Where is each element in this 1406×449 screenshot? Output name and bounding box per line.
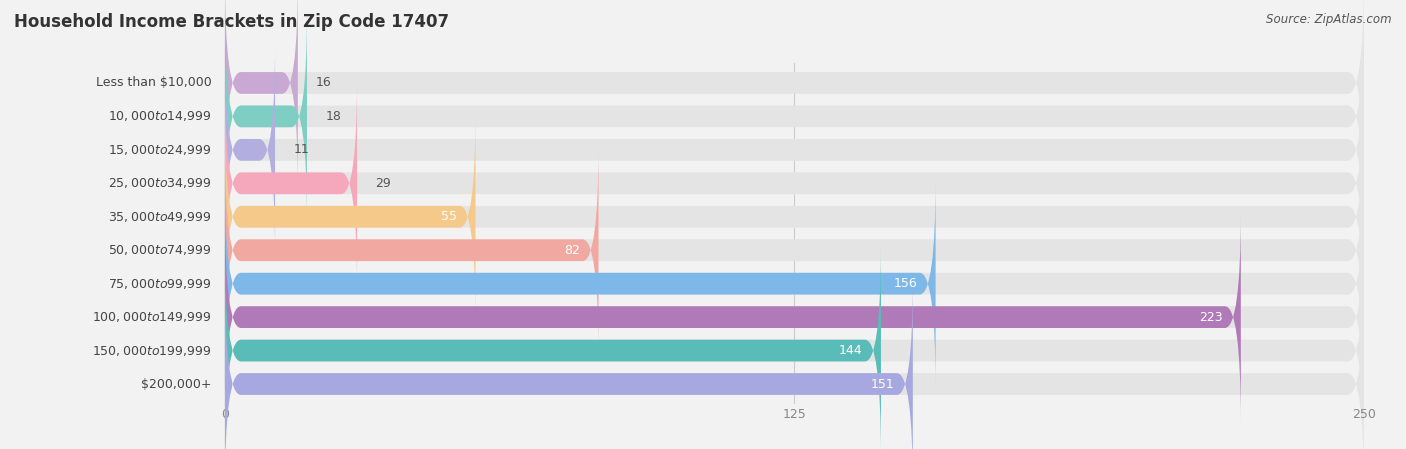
FancyBboxPatch shape bbox=[225, 10, 307, 223]
FancyBboxPatch shape bbox=[225, 177, 1364, 390]
FancyBboxPatch shape bbox=[225, 77, 1364, 290]
Text: 55: 55 bbox=[441, 210, 457, 223]
Text: 144: 144 bbox=[839, 344, 863, 357]
Text: 223: 223 bbox=[1199, 311, 1223, 324]
FancyBboxPatch shape bbox=[225, 110, 1364, 323]
FancyBboxPatch shape bbox=[225, 110, 475, 323]
FancyBboxPatch shape bbox=[225, 278, 912, 449]
FancyBboxPatch shape bbox=[225, 211, 1241, 423]
Text: 16: 16 bbox=[316, 76, 332, 89]
Text: 82: 82 bbox=[564, 244, 581, 257]
Text: Less than $10,000: Less than $10,000 bbox=[96, 76, 211, 89]
Text: 11: 11 bbox=[294, 143, 309, 156]
Text: $50,000 to $74,999: $50,000 to $74,999 bbox=[108, 243, 211, 257]
FancyBboxPatch shape bbox=[225, 44, 276, 256]
FancyBboxPatch shape bbox=[225, 244, 882, 449]
Text: 29: 29 bbox=[375, 177, 391, 190]
FancyBboxPatch shape bbox=[225, 144, 599, 357]
FancyBboxPatch shape bbox=[225, 211, 1364, 423]
Text: $100,000 to $149,999: $100,000 to $149,999 bbox=[91, 310, 211, 324]
Text: $75,000 to $99,999: $75,000 to $99,999 bbox=[108, 277, 211, 291]
Text: $10,000 to $14,999: $10,000 to $14,999 bbox=[108, 110, 211, 123]
FancyBboxPatch shape bbox=[225, 244, 1364, 449]
Text: 18: 18 bbox=[325, 110, 342, 123]
FancyBboxPatch shape bbox=[225, 177, 935, 390]
FancyBboxPatch shape bbox=[225, 10, 1364, 223]
FancyBboxPatch shape bbox=[225, 278, 1364, 449]
Text: $200,000+: $200,000+ bbox=[141, 378, 211, 391]
FancyBboxPatch shape bbox=[225, 144, 1364, 357]
Text: $15,000 to $24,999: $15,000 to $24,999 bbox=[108, 143, 211, 157]
Text: 151: 151 bbox=[870, 378, 894, 391]
Text: Source: ZipAtlas.com: Source: ZipAtlas.com bbox=[1267, 13, 1392, 26]
Text: $35,000 to $49,999: $35,000 to $49,999 bbox=[108, 210, 211, 224]
FancyBboxPatch shape bbox=[225, 0, 298, 189]
FancyBboxPatch shape bbox=[225, 77, 357, 290]
Text: 156: 156 bbox=[894, 277, 917, 290]
Text: $25,000 to $34,999: $25,000 to $34,999 bbox=[108, 176, 211, 190]
FancyBboxPatch shape bbox=[225, 44, 1364, 256]
FancyBboxPatch shape bbox=[225, 0, 1364, 189]
Text: Household Income Brackets in Zip Code 17407: Household Income Brackets in Zip Code 17… bbox=[14, 13, 449, 31]
Text: $150,000 to $199,999: $150,000 to $199,999 bbox=[91, 343, 211, 357]
